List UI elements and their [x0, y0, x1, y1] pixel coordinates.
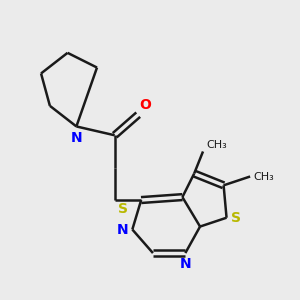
Text: O: O	[140, 98, 152, 112]
Text: N: N	[179, 257, 191, 272]
Text: N: N	[70, 131, 82, 145]
Text: N: N	[116, 223, 128, 236]
Text: S: S	[231, 211, 241, 225]
Text: S: S	[118, 202, 128, 215]
Text: CH₃: CH₃	[206, 140, 227, 150]
Text: CH₃: CH₃	[253, 172, 274, 182]
